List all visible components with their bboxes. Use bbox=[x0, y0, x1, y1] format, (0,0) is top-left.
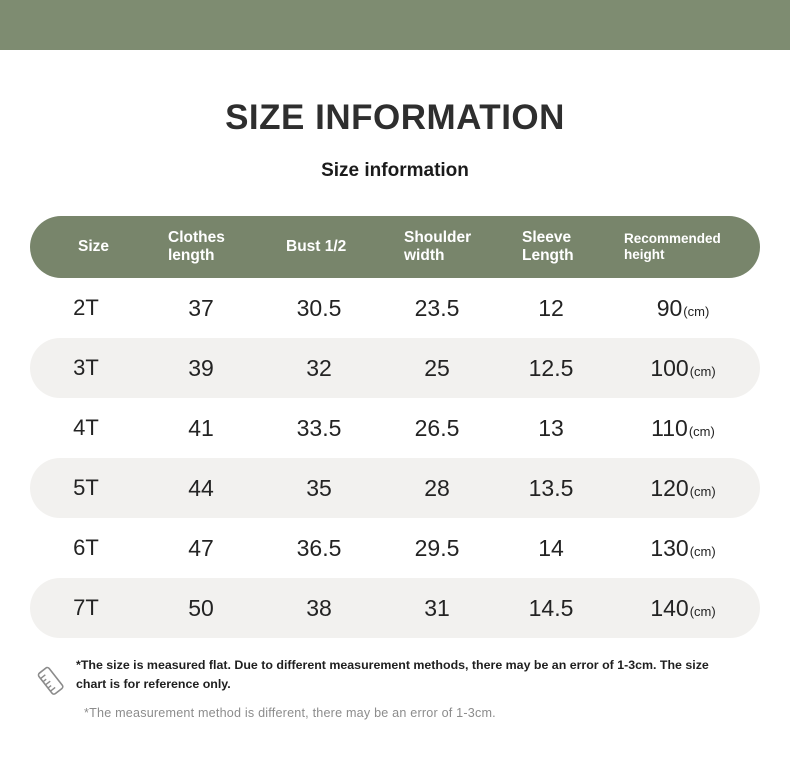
column-header-recommended-height: Recommended height bbox=[624, 231, 721, 262]
height-value: 100 bbox=[650, 354, 689, 381]
table-row: 6T 47 36.5 29.5 14 130 (cm) bbox=[30, 518, 760, 578]
cell-recommended-height: 120 (cm) bbox=[606, 475, 760, 502]
cell-bust-half: 33.5 bbox=[296, 414, 342, 441]
size-table: Size Clothes length Bust 1/2 Shoulder wi… bbox=[30, 216, 760, 638]
cell-shoulder-width: 23.5 bbox=[414, 294, 460, 321]
height-unit: (cm) bbox=[689, 543, 716, 559]
cell-bust-half: 35 bbox=[306, 474, 332, 501]
column-header-size: Size bbox=[78, 237, 110, 255]
cell-sleeve-length: 14 bbox=[538, 534, 564, 561]
height-value: 120 bbox=[650, 474, 689, 501]
cell-bust-half: 30.5 bbox=[296, 294, 342, 321]
height-unit: (cm) bbox=[688, 423, 715, 439]
table-row: 5T 44 35 28 13.5 120 (cm) bbox=[30, 458, 760, 518]
cell-clothes-length: 39 bbox=[188, 354, 214, 381]
ruler-icon bbox=[30, 656, 76, 696]
measurement-note: *The size is measured flat. Due to diffe… bbox=[30, 656, 760, 720]
cell-size: 7T bbox=[73, 595, 99, 620]
cell-recommended-height: 140 (cm) bbox=[606, 595, 760, 622]
height-unit: (cm) bbox=[689, 603, 716, 619]
cell-clothes-length: 50 bbox=[188, 594, 214, 621]
cell-clothes-length: 44 bbox=[188, 474, 214, 501]
note-secondary-text: *The measurement method is different, th… bbox=[84, 706, 496, 721]
cell-bust-half: 32 bbox=[306, 354, 332, 381]
cell-size: 4T bbox=[73, 415, 99, 440]
table-row: 4T 41 33.5 26.5 13 110 (cm) bbox=[30, 398, 760, 458]
cell-size: 6T bbox=[73, 535, 99, 560]
column-header-clothes-length: Clothes length bbox=[168, 228, 225, 264]
cell-shoulder-width: 26.5 bbox=[414, 414, 460, 441]
cell-sleeve-length: 14.5 bbox=[528, 594, 574, 621]
note-primary-text: *The size is measured flat. Due to diffe… bbox=[76, 658, 709, 692]
cell-recommended-height: 100 (cm) bbox=[606, 355, 760, 382]
height-value: 110 bbox=[651, 414, 688, 441]
cell-sleeve-length: 12.5 bbox=[528, 354, 574, 381]
table-row: 3T 39 32 25 12.5 100 (cm) bbox=[30, 338, 760, 398]
cell-size: 5T bbox=[73, 475, 99, 500]
cell-shoulder-width: 25 bbox=[424, 354, 450, 381]
height-value: 90 bbox=[656, 294, 683, 321]
page-title: SIZE INFORMATION bbox=[225, 98, 565, 137]
height-unit: (cm) bbox=[683, 303, 710, 319]
top-green-banner bbox=[0, 0, 790, 50]
cell-clothes-length: 41 bbox=[188, 414, 214, 441]
table-row: 2T 37 30.5 23.5 12 90 (cm) bbox=[30, 278, 760, 338]
height-unit: (cm) bbox=[689, 363, 716, 379]
cell-shoulder-width: 28 bbox=[424, 474, 450, 501]
cell-recommended-height: 90 (cm) bbox=[606, 295, 760, 322]
cell-bust-half: 36.5 bbox=[296, 534, 342, 561]
column-header-bust-half: Bust 1/2 bbox=[286, 237, 347, 255]
cell-sleeve-length: 13.5 bbox=[528, 474, 574, 501]
cell-clothes-length: 37 bbox=[188, 294, 214, 321]
cell-sleeve-length: 12 bbox=[538, 294, 564, 321]
cell-shoulder-width: 29.5 bbox=[414, 534, 460, 561]
cell-clothes-length: 47 bbox=[188, 534, 214, 561]
table-header-row: Size Clothes length Bust 1/2 Shoulder wi… bbox=[30, 216, 760, 278]
cell-recommended-height: 110 (cm) bbox=[606, 415, 760, 442]
column-header-shoulder-width: Shoulder width bbox=[404, 228, 472, 264]
height-value: 140 bbox=[650, 594, 689, 621]
cell-shoulder-width: 31 bbox=[424, 594, 450, 621]
cell-sleeve-length: 13 bbox=[538, 414, 564, 441]
cell-size: 2T bbox=[73, 295, 99, 320]
table-row: 7T 50 38 31 14.5 140 (cm) bbox=[30, 578, 760, 638]
height-unit: (cm) bbox=[689, 483, 716, 499]
cell-size: 3T bbox=[73, 355, 99, 380]
height-value: 130 bbox=[650, 534, 689, 561]
column-header-sleeve-length: Sleeve Length bbox=[522, 228, 574, 264]
page-subtitle: Size information bbox=[321, 160, 469, 181]
cell-recommended-height: 130 (cm) bbox=[606, 535, 760, 562]
cell-bust-half: 38 bbox=[306, 594, 332, 621]
